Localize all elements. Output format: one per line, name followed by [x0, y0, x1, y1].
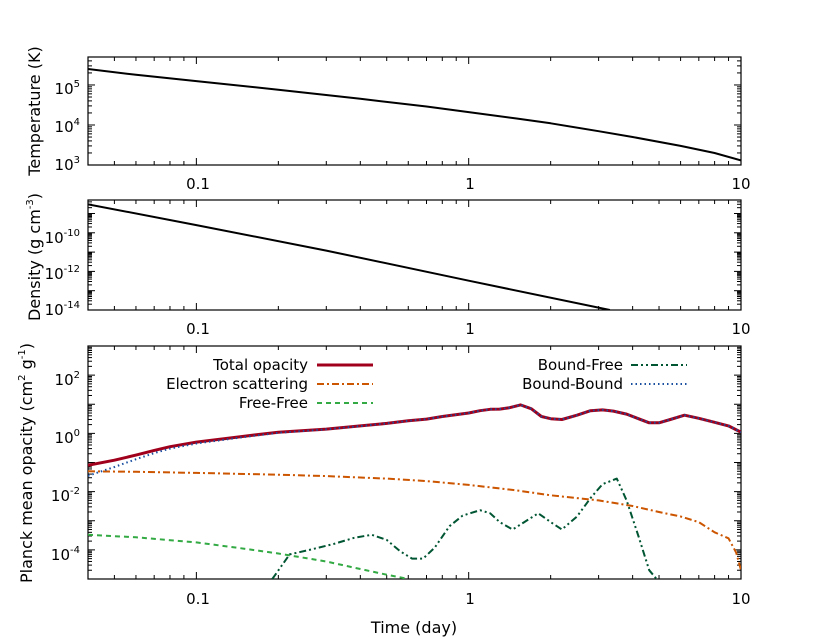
density-panel: 0.1 1 10 10-14 10-12 10-10 Density (g cm… [25, 193, 751, 338]
temperature-x-ticks [87, 57, 742, 165]
temperature-series-lines [88, 68, 741, 162]
density-y-axis-title: Density (g cm-3) [25, 193, 44, 321]
x-tick-label: 0.1 [186, 320, 210, 338]
x-tick-label: 10 [731, 590, 750, 608]
opacity-x-ticks [87, 346, 742, 579]
series-line-bound-bound [88, 403, 741, 477]
x-tick-label: 10 [731, 175, 750, 193]
legend-entry-bound-free: Bound-Free [538, 356, 687, 374]
y-tick-label: 103 [55, 155, 80, 174]
x-tick-label: 1 [465, 320, 475, 338]
y-tick-label: 10-4 [51, 545, 80, 564]
opacity-y-tick-labels: 10-4 10-2 100 102 [51, 370, 80, 564]
legend: Total opacity Electron scattering Free-F… [166, 356, 687, 412]
x-tick-label: 0.1 [186, 175, 210, 193]
series-line-electron-scattering [88, 470, 741, 571]
legend-entry-total-opacity: Total opacity [212, 356, 373, 374]
temperature-plot-frame [87, 56, 742, 166]
density-x-ticks [87, 200, 742, 310]
temperature-y-tick-labels: 103 104 105 [55, 79, 80, 174]
density-y-tick-labels: 10-14 10-12 10-10 [45, 228, 80, 319]
y-tick-label: 10-2 [51, 486, 80, 505]
density-x-tick-labels: 0.1 1 10 [186, 320, 750, 338]
density-y-ticks [88, 199, 741, 311]
density-series-lines [88, 203, 611, 310]
temperature-x-tick-labels: 0.1 1 10 [186, 175, 750, 193]
legend-label: Bound-Bound [522, 375, 623, 393]
x-tick-label: 0.1 [186, 590, 210, 608]
legend-entry-bound-bound: Bound-Bound [522, 375, 687, 393]
temperature-y-axis-title: Temperature (K) [25, 46, 44, 176]
opacity-series-lines [88, 403, 741, 579]
y-tick-label: 102 [55, 370, 80, 389]
x-tick-label: 1 [465, 590, 475, 608]
series-line-free-free [88, 533, 409, 579]
legend-entry-free-free: Free-Free [239, 394, 373, 412]
legend-label: Bound-Free [538, 356, 623, 374]
y-tick-label: 100 [55, 428, 80, 447]
legend-label: Electron scattering [166, 375, 308, 393]
temperature-y-ticks [88, 56, 741, 166]
temperature-panel: 0.1 1 10 103 104 105 Temperature (K) [25, 46, 751, 193]
x-tick-label: 10 [731, 320, 750, 338]
y-tick-label: 10-12 [45, 264, 80, 283]
y-tick-label: 10-10 [45, 228, 80, 247]
x-tick-label: 1 [465, 175, 475, 193]
x-axis-title: Time (day) [370, 618, 457, 637]
opacity-x-tick-labels: 0.1 1 10 [186, 590, 750, 608]
legend-label: Free-Free [239, 394, 308, 412]
series-line-bound-free [271, 477, 658, 579]
opacity-y-axis-title: Planck mean opacity (cm2 g-1) [17, 343, 36, 583]
legend-label: Total opacity [212, 356, 308, 374]
opacity-panel: 0.1 1 10 10-4 10-2 100 102 Planck mean o… [17, 343, 751, 637]
density-series-line [88, 203, 611, 310]
legend-entry-electron-scattering: Electron scattering [166, 375, 373, 393]
y-tick-label: 105 [55, 79, 80, 98]
temperature-series-line [88, 68, 741, 162]
density-plot-frame [87, 199, 742, 311]
y-tick-label: 10-14 [45, 300, 80, 319]
series-line-total-opacity [88, 403, 741, 467]
y-tick-label: 104 [55, 117, 80, 136]
